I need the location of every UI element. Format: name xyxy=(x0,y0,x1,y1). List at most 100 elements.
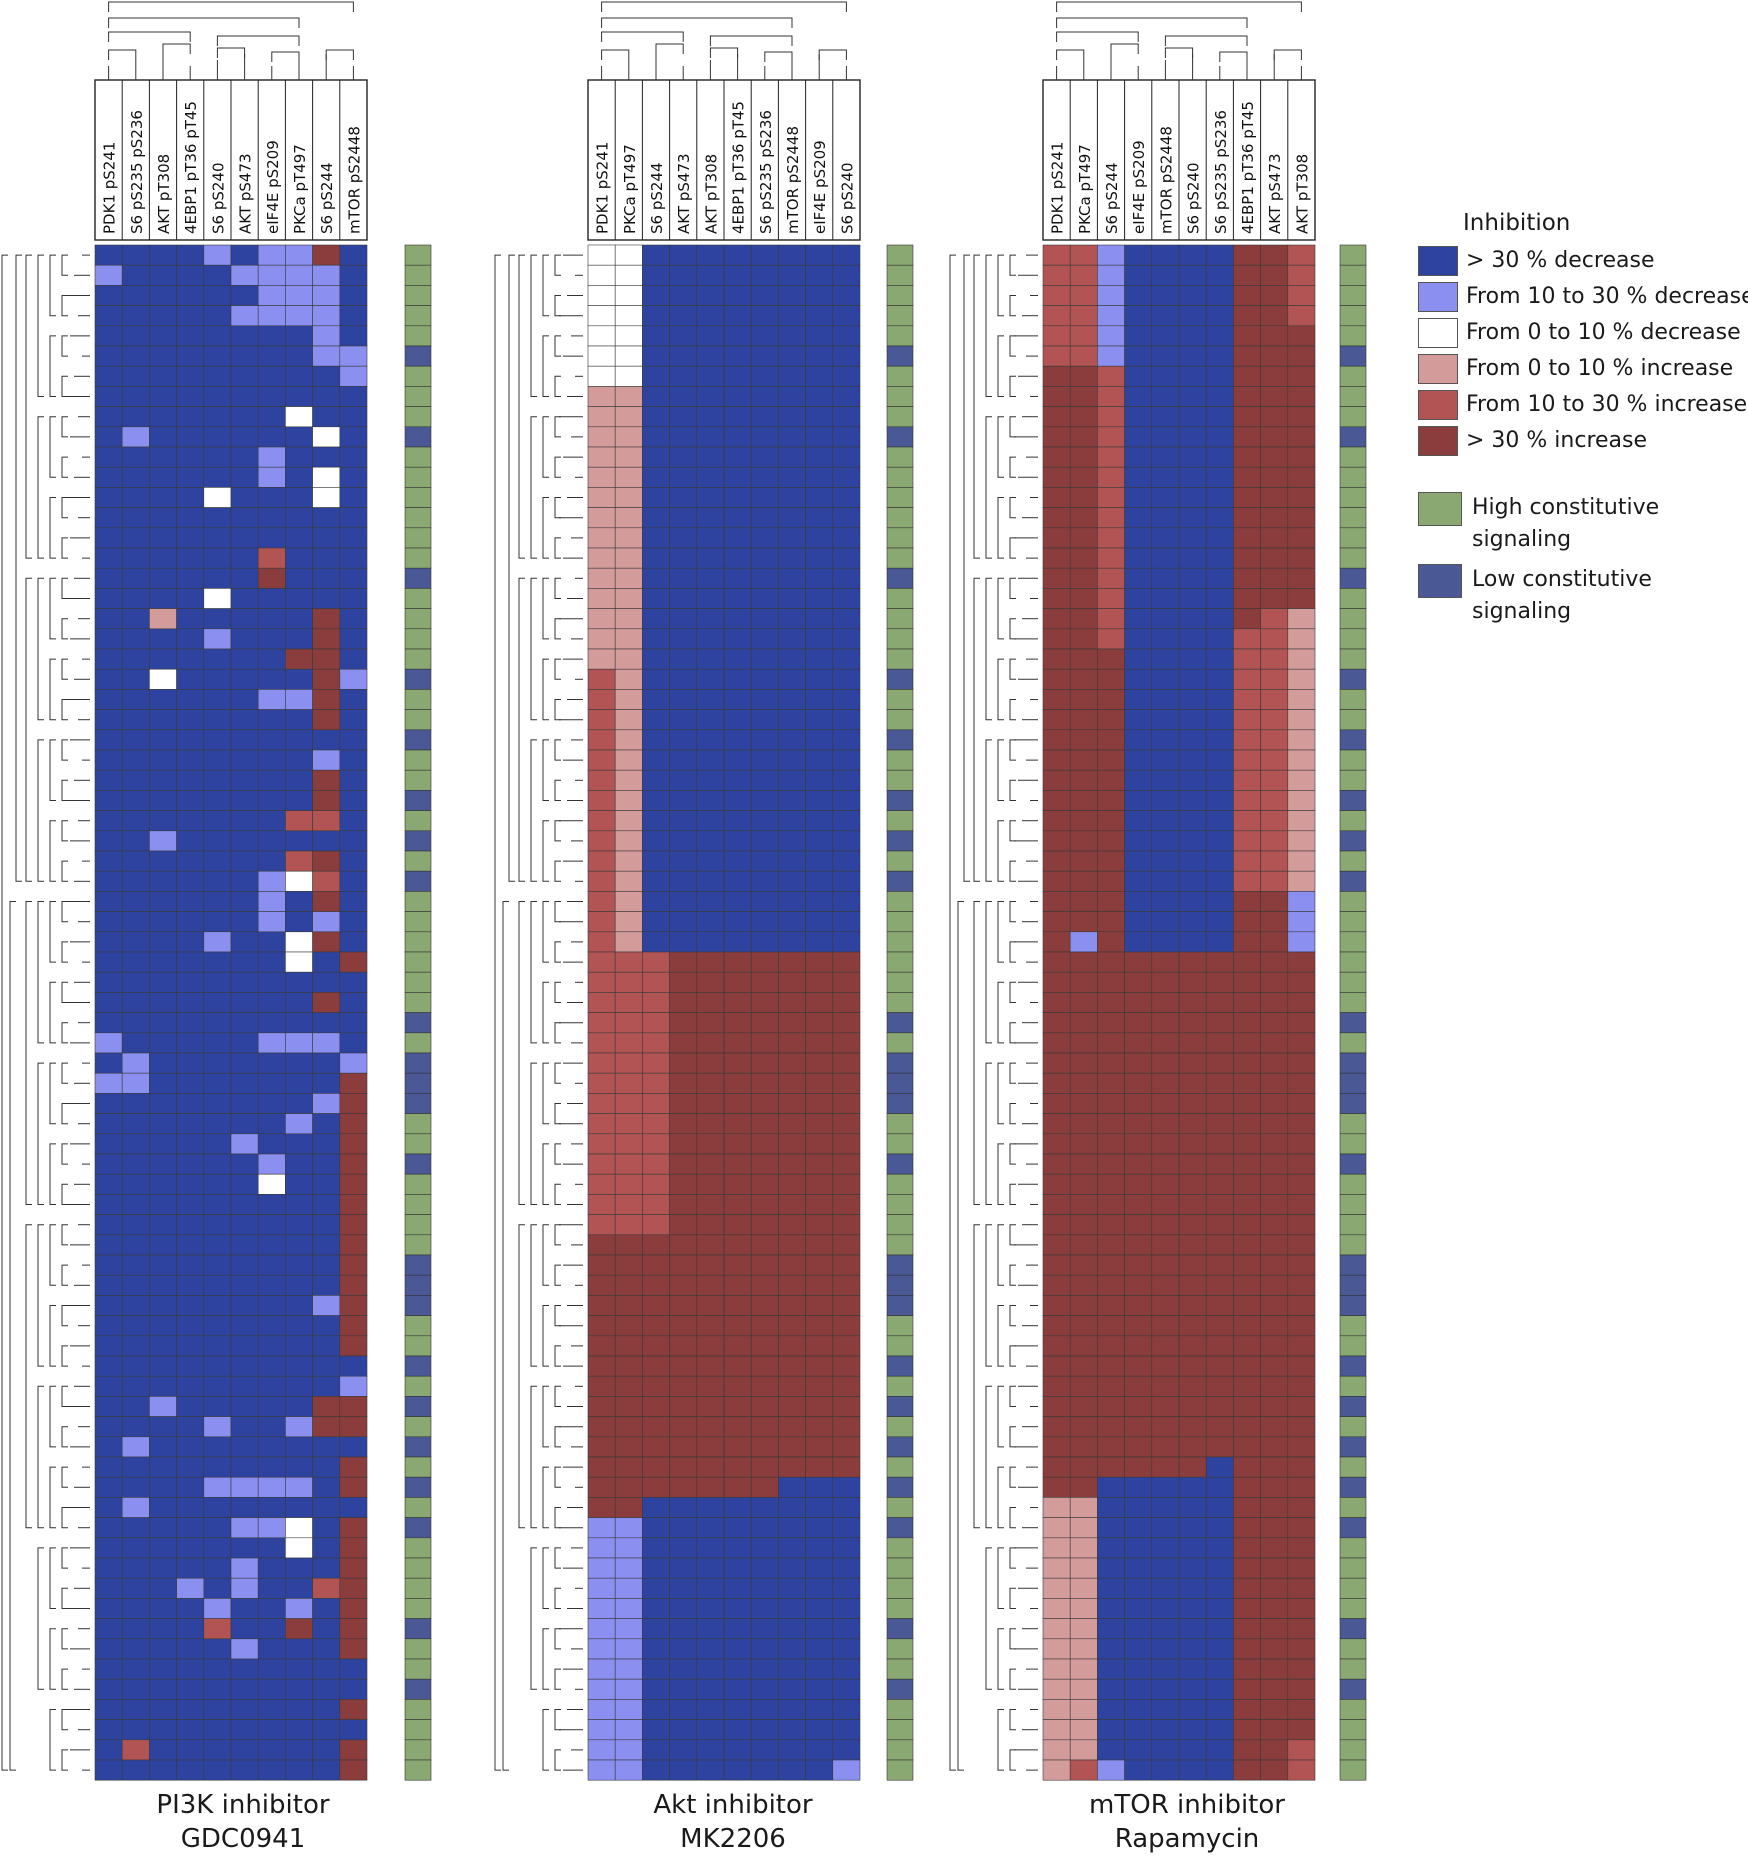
heatmap-cell xyxy=(203,305,232,327)
heatmap-cell xyxy=(312,1032,341,1054)
heatmap-cell xyxy=(1205,830,1234,852)
heatmap-cell xyxy=(696,992,725,1013)
heatmap-cell xyxy=(587,1315,616,1337)
column-dendrogram-branch xyxy=(216,47,246,58)
heatmap-cell xyxy=(339,365,368,387)
heatmap-cell xyxy=(1287,1295,1316,1316)
heatmap-cell xyxy=(805,1638,834,1660)
heatmap-cell xyxy=(312,830,341,852)
heatmap-cell xyxy=(230,1113,259,1135)
heatmap-cell xyxy=(1097,668,1125,690)
caption-title: Akt inhibitor xyxy=(653,1790,813,1820)
heatmap-cell xyxy=(149,406,177,428)
heatmap-cell xyxy=(1097,446,1125,468)
heatmap-cell xyxy=(723,648,752,670)
heatmap-cell xyxy=(832,1719,861,1741)
heatmap-cell xyxy=(750,931,779,953)
heatmap-cell xyxy=(778,951,806,973)
heatmap-cell xyxy=(642,628,670,650)
heatmap-cell xyxy=(778,1052,806,1074)
heatmap-cell xyxy=(230,325,259,347)
heatmap-cell xyxy=(94,810,123,832)
signaling-strip-cell xyxy=(886,689,914,710)
heatmap-cell xyxy=(1042,547,1071,569)
heatmap-cell xyxy=(1287,1699,1316,1720)
heatmap-cell xyxy=(285,1072,313,1094)
heatmap-cell xyxy=(669,1577,698,1599)
heatmap-cell xyxy=(1124,1133,1153,1155)
heatmap-cell xyxy=(1042,1618,1071,1640)
heatmap-cell xyxy=(176,1416,205,1438)
heatmap-cell xyxy=(230,1194,259,1215)
heatmap-cell xyxy=(1233,305,1261,327)
signaling-strip-cell xyxy=(404,1072,432,1094)
heatmap-cell xyxy=(312,527,341,549)
heatmap-cell xyxy=(1233,1759,1261,1781)
heatmap-cell xyxy=(723,992,752,1013)
row-dendrogram-branch xyxy=(37,739,44,882)
heatmap-cell xyxy=(1233,1355,1261,1377)
heatmap-cell xyxy=(1205,1739,1234,1761)
heatmap-cell xyxy=(832,466,861,488)
heatmap-cell xyxy=(778,1355,806,1377)
heatmap-cell xyxy=(257,1072,286,1094)
heatmap-cell xyxy=(587,1375,616,1397)
heatmap-cell xyxy=(832,729,861,751)
heatmap-cell xyxy=(805,1355,834,1377)
heatmap-cell xyxy=(669,1052,698,1074)
signaling-strip-cell xyxy=(404,1759,432,1781)
heatmap-cell xyxy=(750,244,779,266)
heatmap-cell xyxy=(778,709,806,731)
signaling-strip-cell xyxy=(1339,1577,1367,1599)
heatmap-cell xyxy=(1205,365,1234,387)
heatmap-panel-1: PDK1 pS241 PKCa pT497 S6 pS244 AKT pS473 AKT… xyxy=(494,1,914,1781)
heatmap-cell xyxy=(1260,931,1289,953)
column-label: S6 pS244 xyxy=(648,162,666,234)
heatmap-cell xyxy=(312,487,341,508)
row-dendrogram-branch xyxy=(1009,1587,1016,1609)
heatmap-cell xyxy=(149,668,177,690)
heatmap-cell xyxy=(1178,951,1207,973)
heatmap-cell xyxy=(1124,769,1153,791)
row-dendrogram-branch xyxy=(542,901,549,963)
column-label: eIF4E pS209 xyxy=(811,140,829,234)
heatmap-cell xyxy=(805,628,834,650)
heatmap-cell xyxy=(1287,1012,1316,1034)
heatmap-cell xyxy=(203,992,232,1013)
signaling-strip-cell xyxy=(1339,1759,1367,1781)
heatmap-cell xyxy=(339,1517,368,1539)
heatmap-cell xyxy=(669,1699,698,1720)
heatmap-cell xyxy=(339,648,368,670)
row-dendrogram-branch xyxy=(985,577,992,721)
row-dendrogram-branch xyxy=(1009,1709,1016,1731)
heatmap-cell xyxy=(778,810,806,832)
column-dendrogram-branch xyxy=(108,49,137,60)
heatmap-cell xyxy=(1178,406,1207,428)
heatmap-cell xyxy=(587,729,616,751)
heatmap-cell xyxy=(312,1072,341,1094)
heatmap-cell xyxy=(121,325,150,347)
heatmap-cell xyxy=(1260,729,1289,751)
heatmap-cell xyxy=(1287,1719,1316,1741)
signaling-strip-cell xyxy=(886,365,914,387)
heatmap-cell xyxy=(587,1699,616,1720)
row-dendrogram-branch xyxy=(49,335,56,397)
heatmap-cell xyxy=(642,567,670,589)
heatmap-cell xyxy=(1042,870,1071,892)
heatmap-cell xyxy=(1097,1072,1125,1094)
heatmap-cell xyxy=(669,527,698,549)
heatmap-cell xyxy=(778,891,806,912)
heatmap-cell xyxy=(203,1153,232,1175)
heatmap-cell xyxy=(1260,588,1289,609)
heatmap-cell xyxy=(614,951,643,973)
heatmap-cell xyxy=(1069,951,1098,973)
heatmap-cell xyxy=(230,1759,259,1781)
heatmap-cell xyxy=(1260,1476,1289,1498)
heatmap-cell xyxy=(587,1416,616,1438)
row-dendrogram-branch xyxy=(15,254,22,882)
heatmap-cell xyxy=(832,951,861,973)
heatmap-cell xyxy=(1260,1173,1289,1195)
row-dendrogram-branch xyxy=(25,1224,32,1529)
heatmap-cell xyxy=(1233,1194,1261,1215)
heatmap-cell xyxy=(805,1759,834,1781)
